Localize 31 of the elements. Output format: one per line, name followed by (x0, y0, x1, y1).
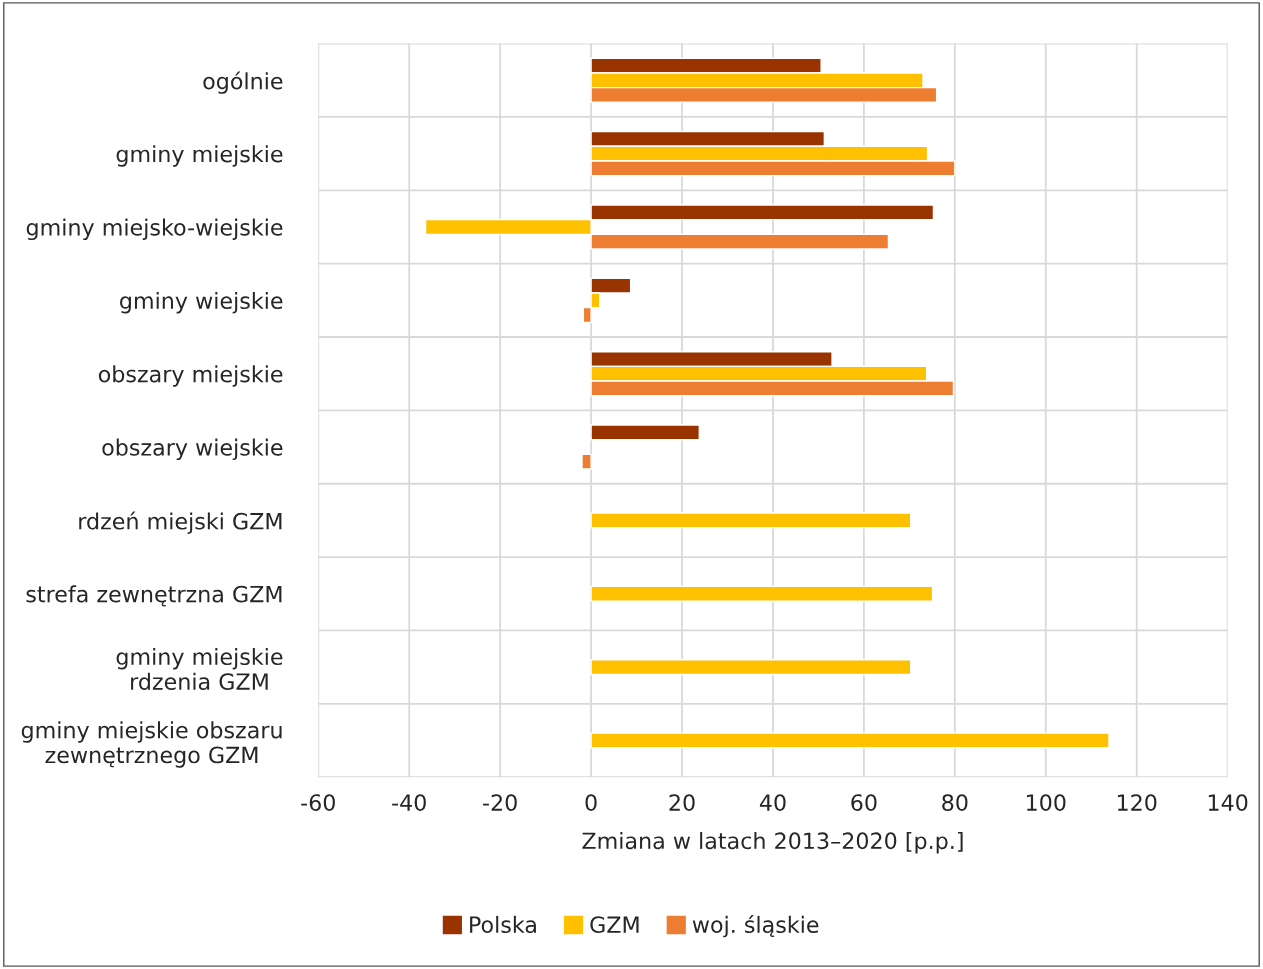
y-tick-label: gminy miejskie obszaru zewnętrznego GZM (21, 721, 282, 768)
y-tick-label: gminy miejskie rdzenia GZM (116, 647, 283, 690)
bar (590, 659, 912, 676)
x-tick-label: 120 (1117, 794, 1157, 812)
bar (581, 453, 592, 470)
y-tick-label: gminy miejskie (116, 145, 283, 167)
bar (590, 585, 934, 602)
x-tick-label: 0 (585, 794, 597, 812)
x-tick-label: 60 (851, 794, 877, 812)
y-tick-label: obszary miejskie (98, 365, 283, 387)
legend-label: GZM (590, 916, 639, 934)
x-tick-label: 40 (759, 794, 786, 812)
x-tick-label: 100 (1027, 794, 1066, 812)
y-tick-label: ogólnie (203, 71, 283, 94)
x-axis-title: Zmiana w latach 2013–2020 [p.p.] (582, 831, 963, 854)
x-tick-label: -60 (301, 794, 335, 812)
x-tick-label: -40 (392, 794, 426, 812)
y-tick-label: rdzeń miejski GZM (79, 511, 282, 534)
y-tick-label: obszary wiejskie (102, 438, 283, 461)
y-tick-label: strefa zewnętrzna GZM (26, 585, 282, 607)
bar (590, 732, 1110, 749)
x-tick-label: 140 (1208, 794, 1248, 812)
bar (590, 512, 912, 529)
bar (590, 424, 700, 441)
legend-label: Polska (470, 915, 536, 934)
x-tick-label: 80 (942, 794, 968, 812)
y-tick-label: gminy wiejskie (120, 291, 283, 314)
x-tick-label: -20 (483, 794, 517, 812)
y-tick-label: gminy miejsko-wiejskie (26, 218, 283, 241)
x-tick-label: 20 (669, 794, 695, 812)
legend-label: woj. śląskie (692, 914, 819, 938)
